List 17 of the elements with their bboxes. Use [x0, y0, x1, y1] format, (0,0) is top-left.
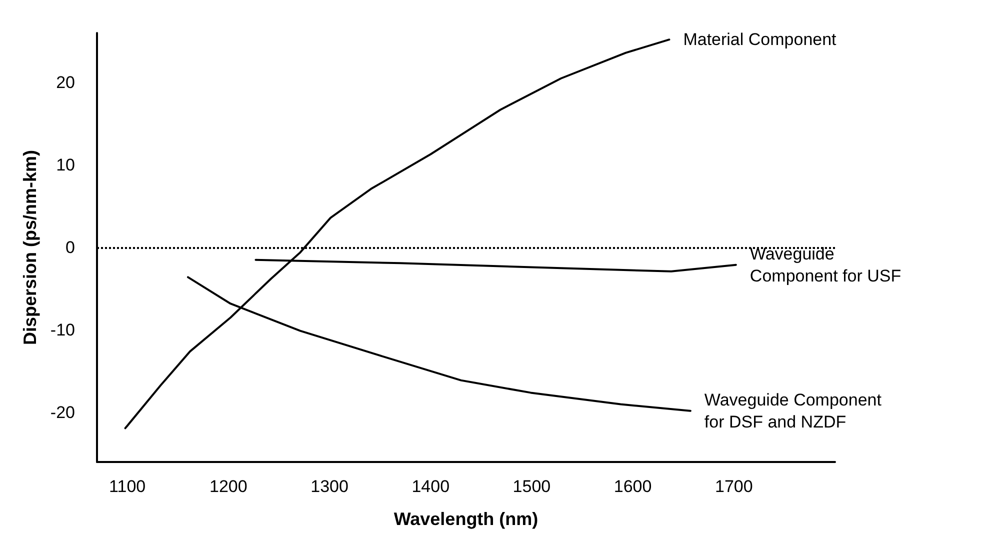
x-tick-label: 1200 — [210, 477, 248, 496]
series-label: Waveguide Component for DSF and NZDF — [704, 390, 886, 432]
y-tick-label: 0 — [66, 238, 75, 257]
y-tick-label: 20 — [56, 73, 75, 92]
y-tick-label: -10 — [50, 320, 75, 340]
x-tick-label: 1700 — [714, 477, 753, 496]
y-axis-title: Dispersion (ps/nm-km) — [20, 150, 40, 346]
x-tick-label: 1400 — [412, 477, 450, 496]
y-tick-label: -20 — [50, 403, 75, 422]
x-tick-label: 1600 — [614, 477, 652, 496]
x-tick-label: 1300 — [310, 477, 348, 496]
x-axis-title: Wavelength (nm) — [394, 509, 538, 529]
series-label: Material Component — [683, 30, 837, 50]
y-tick-label: 10 — [56, 156, 75, 174]
x-tick-label: 1500 — [512, 477, 551, 496]
series-label: Waveguide Component for USF — [750, 244, 902, 286]
x-tick-label: 1100 — [109, 477, 146, 496]
